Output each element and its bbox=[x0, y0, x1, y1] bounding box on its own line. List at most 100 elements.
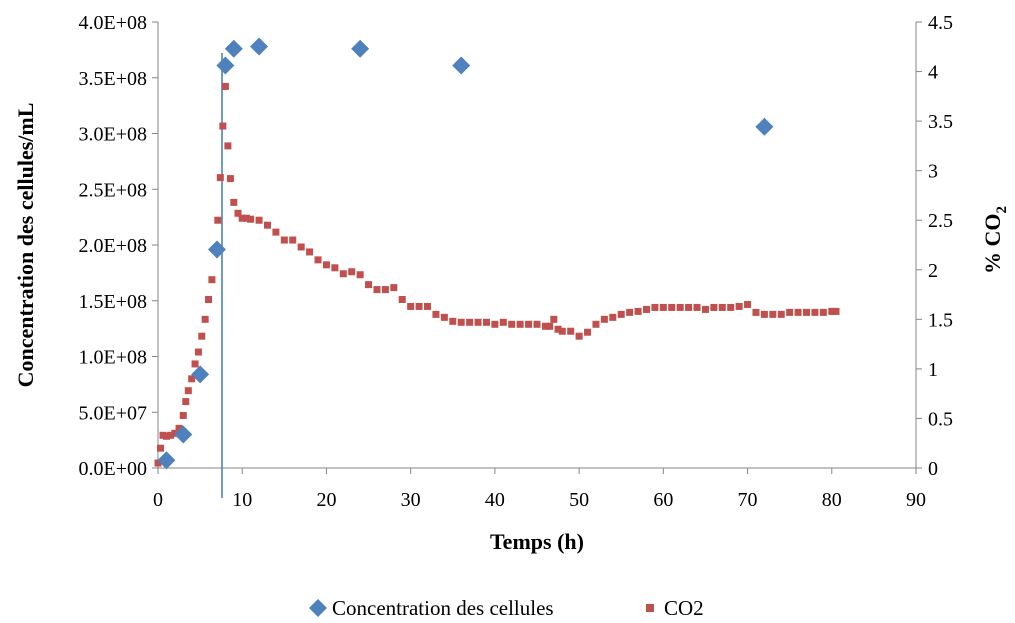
x-axis-title: Temps (h) bbox=[490, 529, 584, 554]
left-y-tick-label: 2.0E+08 bbox=[79, 235, 148, 257]
co2-point bbox=[201, 315, 209, 323]
left-y-tick-label: 1.0E+08 bbox=[79, 347, 148, 369]
right-y-axis-title-main: % CO bbox=[980, 214, 1005, 275]
co2-point bbox=[744, 300, 752, 308]
co2-point bbox=[171, 429, 179, 437]
co2-point bbox=[297, 243, 305, 251]
x-tick-label: 90 bbox=[906, 489, 926, 511]
co2-point bbox=[373, 286, 381, 294]
co2-point bbox=[525, 320, 533, 328]
co2-point bbox=[381, 286, 389, 294]
co2-point bbox=[214, 216, 222, 224]
x-tick-label: 80 bbox=[822, 489, 842, 511]
left-y-tick-label: 2.5E+08 bbox=[79, 179, 148, 201]
co2-point bbox=[242, 214, 250, 222]
co2-point bbox=[533, 320, 541, 328]
co2-point bbox=[701, 305, 709, 313]
right-y-tick-label: 0 bbox=[928, 458, 938, 480]
co2-point bbox=[191, 360, 199, 368]
co2-point bbox=[234, 209, 242, 217]
co2-point bbox=[668, 303, 676, 311]
co2-point bbox=[247, 215, 255, 223]
legend-label-co2: CO2 bbox=[664, 596, 704, 620]
left-y-tick-label: 3.5E+08 bbox=[79, 68, 148, 90]
concentration-point bbox=[191, 365, 210, 384]
co2-point bbox=[221, 82, 229, 90]
co2-point bbox=[224, 142, 232, 150]
co2-point bbox=[626, 308, 634, 316]
co2-point bbox=[491, 320, 499, 328]
co2-point bbox=[710, 303, 718, 311]
co2-point bbox=[432, 310, 440, 318]
co2-point bbox=[832, 307, 840, 315]
co2-point bbox=[811, 308, 819, 316]
co2-point bbox=[255, 216, 263, 224]
co2-point bbox=[634, 307, 642, 315]
right-y-tick-label: 2 bbox=[928, 260, 938, 282]
co2-point bbox=[331, 264, 339, 272]
x-tick-label: 10 bbox=[232, 489, 252, 511]
legend-marker-co2 bbox=[646, 604, 654, 612]
co2-point bbox=[642, 305, 650, 313]
co2-point bbox=[390, 284, 398, 292]
co2-point bbox=[828, 307, 836, 315]
co2-point bbox=[182, 398, 190, 406]
co2-point bbox=[575, 332, 583, 340]
right-y-axis-title: % CO2 bbox=[980, 206, 1010, 274]
left-y-tick-label: 3.0E+08 bbox=[79, 124, 148, 146]
co2-point bbox=[693, 303, 701, 311]
tick-labels: 0 10 20 30 40 50 60 70 80 900.0E+005.0E+071.0E+08… bbox=[79, 12, 954, 511]
right-y-tick-label: 4 bbox=[928, 62, 938, 84]
data-marks bbox=[154, 37, 840, 498]
co2-point bbox=[398, 296, 406, 304]
co2-point bbox=[554, 325, 562, 333]
co2-point bbox=[651, 303, 659, 311]
co2-point bbox=[617, 310, 625, 318]
co2-point bbox=[314, 256, 322, 264]
co2-point bbox=[365, 281, 373, 289]
co2-point bbox=[306, 248, 314, 256]
axes bbox=[152, 21, 922, 474]
right-y-tick-label: 2.5 bbox=[928, 210, 953, 232]
concentration-point bbox=[351, 39, 370, 58]
co2-point bbox=[584, 328, 592, 336]
concentration-point bbox=[250, 37, 269, 56]
right-y-tick-label: 3.5 bbox=[928, 111, 953, 133]
co2-point bbox=[339, 270, 347, 278]
co2-point bbox=[777, 310, 785, 318]
right-y-tick-label: 1.5 bbox=[928, 309, 953, 331]
co2-point bbox=[440, 313, 448, 321]
co2-point bbox=[499, 318, 507, 326]
co2-point bbox=[735, 302, 743, 310]
co2-point bbox=[819, 308, 827, 316]
co2-point bbox=[162, 432, 170, 440]
co2-point bbox=[592, 320, 600, 328]
co2-point bbox=[786, 308, 794, 316]
co2-point bbox=[727, 303, 735, 311]
co2-point bbox=[157, 444, 165, 452]
co2-point bbox=[208, 276, 216, 284]
x-tick-label: 60 bbox=[653, 489, 673, 511]
co2-point bbox=[466, 318, 474, 326]
co2-point bbox=[272, 228, 280, 236]
co2-point bbox=[198, 332, 206, 340]
legend-marker-concentration bbox=[309, 599, 327, 617]
co2-point bbox=[184, 387, 192, 395]
co2-point bbox=[567, 327, 575, 335]
co2-point bbox=[216, 174, 224, 182]
right-y-tick-label: 4.5 bbox=[928, 12, 953, 34]
co2-point bbox=[424, 302, 432, 310]
co2-point bbox=[154, 459, 162, 467]
co2-point bbox=[769, 310, 777, 318]
co2-point bbox=[230, 198, 238, 206]
left-y-tick-label: 4.0E+08 bbox=[79, 12, 148, 34]
co2-point bbox=[175, 424, 183, 432]
concentration-point bbox=[174, 425, 193, 444]
co2-point bbox=[659, 303, 667, 311]
co2-point bbox=[415, 302, 423, 310]
concentration-point bbox=[157, 451, 176, 470]
right-y-tick-label: 0.5 bbox=[928, 408, 953, 430]
x-tick-label: 30 bbox=[401, 489, 421, 511]
x-tick-label: 20 bbox=[316, 489, 336, 511]
co2-point bbox=[794, 308, 802, 316]
